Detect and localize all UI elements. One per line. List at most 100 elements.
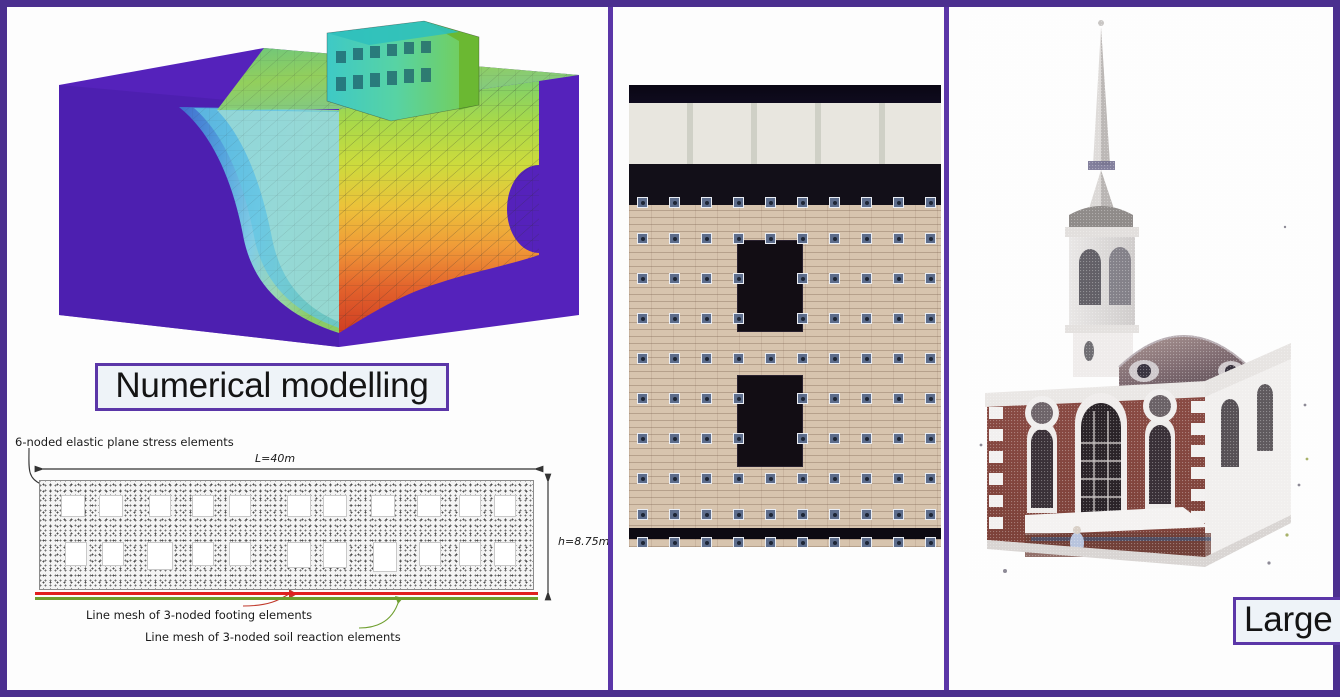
- caption-label: Large scale testing: [1244, 599, 1340, 639]
- window-opening: [61, 495, 85, 517]
- photogrammetry-target: [765, 537, 776, 547]
- church-point-cloud: [969, 15, 1319, 581]
- photogrammetry-target: [893, 313, 904, 324]
- caption-large-scale-testing: Large scale testing: [1233, 597, 1340, 645]
- photogrammetry-target: [669, 273, 680, 284]
- photogrammetry-target: [797, 473, 808, 484]
- label-soil-reaction-elements: Line mesh of 3-noded soil reaction eleme…: [145, 630, 401, 644]
- window-opening-lower: [737, 375, 803, 467]
- footing-element-line: [35, 592, 538, 595]
- photogrammetry-target: [925, 393, 936, 404]
- photogrammetry-target: [861, 433, 872, 444]
- photogrammetry-target: [765, 233, 776, 244]
- soil-reaction-element-line: [35, 597, 538, 600]
- photogrammetry-target: [829, 313, 840, 324]
- window-opening: [229, 542, 251, 566]
- photogrammetry-target: [925, 433, 936, 444]
- photogrammetry-target: [893, 433, 904, 444]
- photogrammetry-target: [701, 433, 712, 444]
- panel-divider-right: [944, 7, 949, 690]
- photogrammetry-target: [925, 197, 936, 208]
- photogrammetry-target: [861, 537, 872, 547]
- photogrammetry-target: [893, 509, 904, 520]
- photogrammetry-target: [637, 393, 648, 404]
- photogrammetry-target: [797, 433, 808, 444]
- panel-field-monitoring: Field monitoring: [949, 7, 1333, 690]
- panel-numerical-modelling: 6-noded elastic plane stress elements L=…: [7, 7, 610, 690]
- photogrammetry-target: [861, 509, 872, 520]
- photogrammetry-target: [669, 473, 680, 484]
- photogrammetry-target: [829, 537, 840, 547]
- photogrammetry-target: [797, 233, 808, 244]
- photogrammetry-target: [733, 233, 744, 244]
- masonry-wall-test-photo: [629, 85, 941, 547]
- label-height-dimension: h=8.75m: [558, 535, 610, 548]
- photogrammetry-target: [637, 473, 648, 484]
- photogrammetry-target: [925, 353, 936, 364]
- photogrammetry-target: [829, 393, 840, 404]
- photogrammetry-target: [925, 313, 936, 324]
- photogrammetry-target: [669, 537, 680, 547]
- fem-contour-svg: [59, 20, 579, 347]
- photogrammetry-target: [829, 353, 840, 364]
- photogrammetry-target: [893, 393, 904, 404]
- window-opening: [419, 542, 441, 566]
- photogrammetry-target: [637, 273, 648, 284]
- frame-shadow: [629, 163, 941, 210]
- photogrammetry-target: [701, 353, 712, 364]
- photogrammetry-target: [893, 233, 904, 244]
- photogrammetry-target: [797, 509, 808, 520]
- photogrammetry-target: [893, 537, 904, 547]
- facade-mesh-body: [39, 480, 534, 590]
- photogrammetry-target: [637, 353, 648, 364]
- facade-mesh-diagram: 6-noded elastic plane stress elements L=…: [7, 422, 610, 672]
- photogrammetry-target: [893, 353, 904, 364]
- photogrammetry-target: [669, 197, 680, 208]
- label-length-dimension: L=40m: [255, 452, 296, 465]
- window-opening-upper: [737, 240, 803, 332]
- photogrammetry-target: [765, 197, 776, 208]
- window-opening: [229, 495, 251, 517]
- photogrammetry-target: [669, 393, 680, 404]
- photogrammetry-target: [829, 197, 840, 208]
- photogrammetry-target: [829, 509, 840, 520]
- photogrammetry-target: [637, 233, 648, 244]
- window-opening: [459, 542, 481, 566]
- caption-label: Numerical modelling: [115, 365, 429, 405]
- facade-mesh-fill: [39, 480, 534, 590]
- photogrammetry-target: [701, 233, 712, 244]
- window-opening: [494, 542, 516, 566]
- photogrammetry-target: [733, 353, 744, 364]
- photogrammetry-target: [733, 509, 744, 520]
- photogrammetry-target: [797, 273, 808, 284]
- photogrammetry-target: [893, 473, 904, 484]
- window-opening: [323, 542, 347, 568]
- photogrammetry-target: [925, 473, 936, 484]
- photogrammetry-target: [701, 473, 712, 484]
- photogrammetry-target: [765, 509, 776, 520]
- photogrammetry-target: [669, 353, 680, 364]
- panel-divider-left: [608, 7, 613, 690]
- photogrammetry-target: [861, 473, 872, 484]
- photogrammetry-target: [701, 509, 712, 520]
- window-opening: [147, 542, 173, 570]
- photogrammetry-target: [765, 473, 776, 484]
- photogrammetry-target: [893, 273, 904, 284]
- photogrammetry-target: [829, 273, 840, 284]
- photogrammetry-target: [765, 353, 776, 364]
- church-point-cloud-svg: [969, 15, 1319, 581]
- window-opening: [102, 542, 124, 566]
- photogrammetry-target: [861, 353, 872, 364]
- photogrammetry-target: [637, 313, 648, 324]
- window-opening: [323, 495, 347, 517]
- photogrammetry-target: [669, 313, 680, 324]
- photogrammetry-target: [637, 509, 648, 520]
- photogrammetry-target: [893, 197, 904, 208]
- photogrammetry-target: [701, 197, 712, 208]
- photogrammetry-target: [925, 537, 936, 547]
- window-opening: [287, 495, 311, 517]
- window-opening: [65, 542, 87, 566]
- window-opening: [99, 495, 123, 517]
- panel-large-scale-testing: Large scale testing: [613, 7, 1340, 690]
- photogrammetry-target: [637, 197, 648, 208]
